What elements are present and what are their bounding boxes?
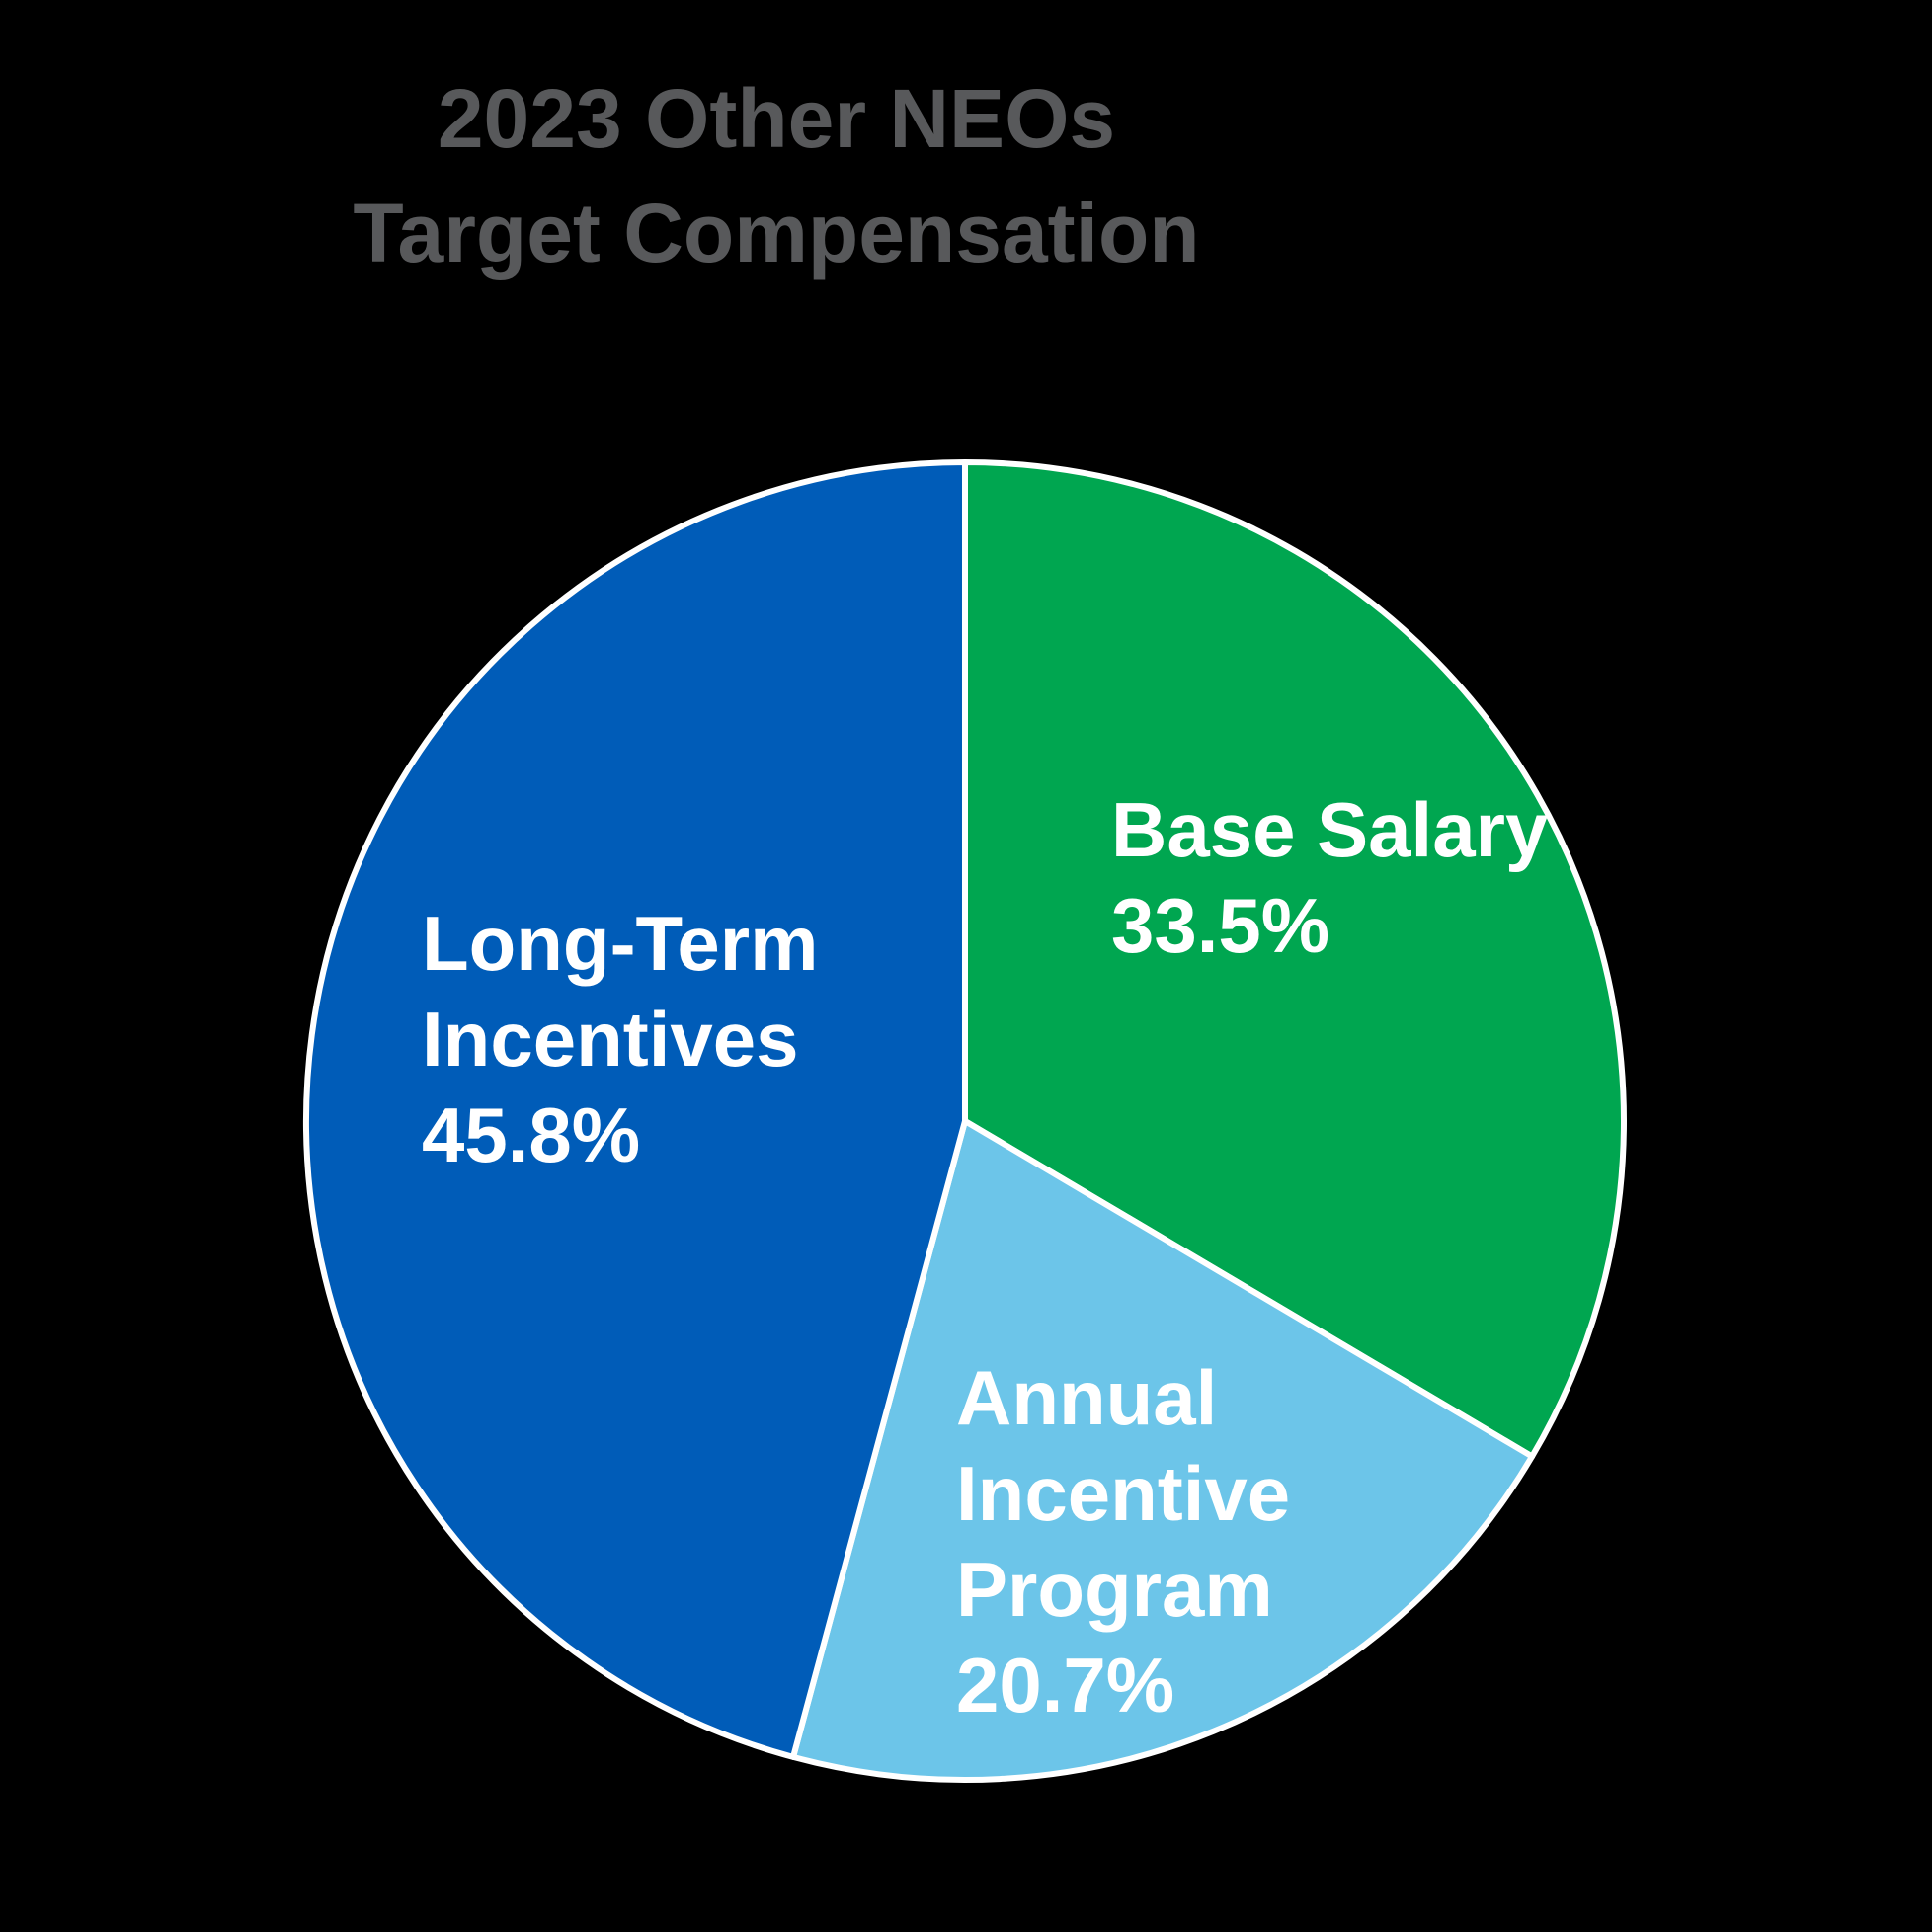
pie-slice-base-salary [962,459,1627,1460]
chart-title: 2023 Other NEOs Target Compensation [0,61,1553,290]
slice-label-annual-incentive-program: Annual Incentive Program 20.7% [956,1350,1290,1733]
slice-label-value: 33.5% [1111,882,1330,969]
pie-slice-annual-incentive-program [790,1118,1536,1783]
slice-label-line: Long-Term [422,900,819,987]
slice-label-line: Incentive [956,1450,1291,1537]
slice-label-line: Base Salary [1111,786,1549,873]
pie-slice-long-term-incentives [303,459,968,1760]
slice-label-line: Annual [956,1354,1218,1441]
slice-label-value: 20.7% [956,1642,1175,1729]
slice-label-line: Program [956,1546,1273,1633]
slice-label-line: Incentives [422,996,799,1083]
chart-title-line-2: Target Compensation [353,187,1200,280]
slice-label-long-term-incentives: Long-Term Incentives 45.8% [422,896,819,1183]
slice-label-base-salary: Base Salary 33.5% [1111,782,1548,974]
slice-label-value: 45.8% [422,1091,641,1178]
chart-title-line-1: 2023 Other NEOs [437,72,1116,165]
